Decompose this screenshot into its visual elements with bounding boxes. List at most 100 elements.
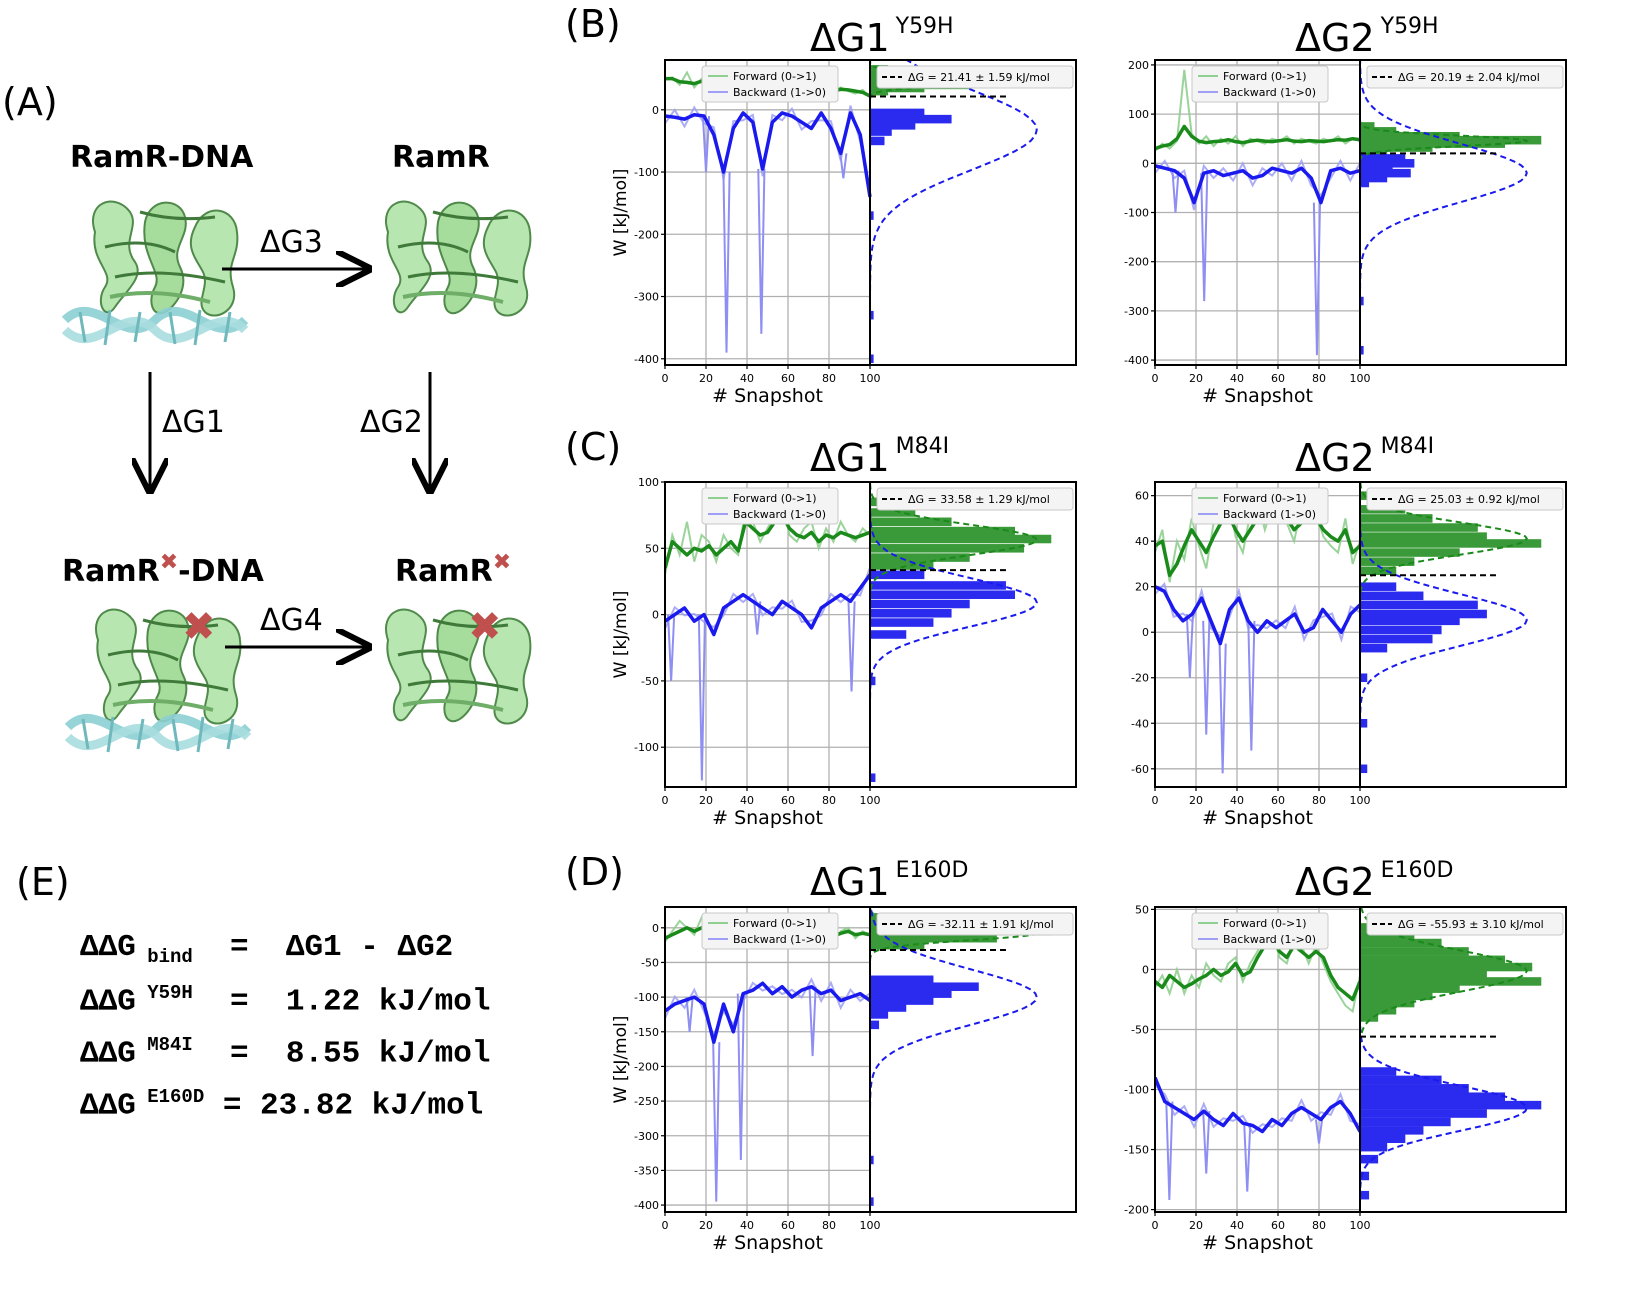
work-distribution-chart-c2: 0 20 40 60 80 100 60 40 20 0 -20 -40 -60 # Snapshot Fo…: [1131, 481, 1567, 829]
equation-script: E160D: [135, 1086, 205, 1108]
histogram-bar-forward: [870, 933, 997, 943]
chart-title: ΔG2 M84I: [1295, 434, 1434, 480]
backward-spike: [839, 153, 848, 179]
histogram-bar-backward: [870, 114, 952, 124]
histogram-bar-backward: [1360, 1134, 1406, 1144]
equation-lhs: ΔΔG: [80, 984, 136, 1020]
x-tick-label: 0: [662, 1219, 669, 1232]
legend-label-backward: Backward (1->0): [733, 933, 826, 946]
x-tick-label: 60: [781, 372, 795, 385]
edge-label-dg4: ΔG4: [260, 603, 323, 638]
trace-legend: Forward (0->1) Backward (1->0): [701, 912, 839, 950]
legend-box: [1191, 487, 1329, 525]
x-tick-label: 20: [699, 1219, 713, 1232]
chart-title-main: ΔG2: [1295, 860, 1375, 904]
equation-lhs: ΔΔG: [80, 1036, 136, 1072]
legend-box: [876, 912, 1074, 936]
node-ramr-mut-dna-prefix: RamR: [62, 554, 160, 589]
x-tick-label: 20: [1189, 1219, 1203, 1232]
histogram-bar-forward: [1360, 539, 1542, 548]
trace-legend: Forward (0->1) Backward (1->0): [1191, 487, 1329, 525]
histogram-bar-forward: [870, 508, 916, 517]
x-tick-label: 0: [662, 794, 669, 807]
x-tick-label: 0: [662, 372, 669, 385]
histogram-bar-backward: [870, 121, 916, 130]
x-tick-label: 100: [1350, 372, 1371, 385]
backward-spike: [667, 614, 676, 681]
trace-legend: Forward (0->1) Backward (1->0): [1191, 65, 1329, 103]
x-tick-label: 60: [1271, 372, 1285, 385]
histogram-bar-forward: [1360, 532, 1487, 541]
histogram-bar-backward: [870, 996, 934, 1005]
y-tick-label: -200: [634, 1060, 659, 1073]
y-axis-label: W [kJ/mol]: [611, 591, 631, 679]
y-tick-label: -100: [634, 741, 659, 754]
histogram-bar-backward: [870, 570, 925, 580]
legend-box: [1191, 912, 1329, 950]
node-ramr: RamR: [392, 140, 490, 175]
histogram-bar-backward: [870, 581, 1006, 590]
backward-spike: [808, 986, 817, 1057]
trace-axes-frame: [664, 59, 871, 366]
legend-label-backward: Backward (1->0): [1223, 508, 1316, 521]
equation-lhs: ΔΔG: [80, 1088, 136, 1124]
work-distribution-chart-d1: 0 20 40 60 80 100 0 -50 -100 -150 -200 -250 -300 -350…: [611, 906, 1077, 1254]
histogram-bar-backward: [870, 989, 952, 998]
histogram-bar-backward: [1360, 609, 1487, 619]
histogram-bar-forward: [1360, 143, 1433, 152]
histogram-bar-backward: [1360, 345, 1364, 355]
delta-g-legend: ΔG = 25.03 ± 0.92 kJ/mol: [1366, 487, 1564, 511]
y-tick-label: -50: [641, 675, 659, 688]
histogram-bar-backward: [870, 1003, 907, 1012]
node-ramr-mut-dna: RamR✖-DNA: [62, 550, 264, 589]
histogram-bar-backward: [1360, 1142, 1388, 1152]
forward-gaussian-fit: [1359, 907, 1528, 1053]
histogram-bar-backward: [1360, 163, 1393, 173]
chart-title: ΔG1 E160D: [810, 858, 968, 904]
backward-spike: [847, 601, 856, 692]
work-distribution-chart-c1: 0 20 40 60 80 100 100 50 0 -50 -100 # Snapshot W [kJ…: [611, 476, 1077, 829]
x-tick-label: 80: [1312, 794, 1326, 807]
histogram-bar-forward: [870, 561, 934, 570]
y-tick-label: 50: [1135, 903, 1149, 916]
chart-title-main: ΔG2: [1295, 436, 1375, 480]
legend-box: [876, 487, 1074, 511]
legend-label-forward: Forward (0->1): [1223, 492, 1307, 505]
x-tick-label: 60: [1271, 794, 1285, 807]
node-ramr-mut: RamR✖: [395, 550, 511, 589]
y-tick-label: -200: [1124, 256, 1149, 269]
x-tick-label: 100: [860, 1219, 881, 1232]
x-tick-label: 40: [1230, 1219, 1244, 1232]
y-tick-label: 60: [1135, 490, 1149, 503]
legend-label-backward: Backward (1->0): [1223, 933, 1316, 946]
histogram-bar-backward: [870, 590, 1016, 599]
legend-box: [1191, 65, 1329, 103]
backward-gaussian-fit: [1359, 517, 1528, 723]
histogram-bar-backward: [870, 609, 952, 618]
panel-a-diagram: ✖ ✖: [0, 199, 533, 780]
histogram-bar-backward: [1360, 296, 1364, 306]
node-ramr-mut-dna-suffix: -DNA: [178, 554, 264, 589]
legend-label-backward: Backward (1->0): [733, 86, 826, 99]
histogram-bar-backward: [870, 630, 907, 639]
backward-gaussian-fit: [1359, 1018, 1528, 1198]
edge-label-dg1: ΔG1: [162, 405, 225, 440]
histogram-bar-backward: [870, 773, 876, 782]
x-tick-label: 40: [740, 794, 754, 807]
backward-gaussian-fit: [869, 907, 1038, 1108]
histogram-bar-backward: [1360, 582, 1397, 591]
legend-box: [701, 912, 839, 950]
backward-spike: [736, 993, 745, 1161]
x-tick-label: 60: [781, 1219, 795, 1232]
histogram-bar-backward: [870, 211, 874, 220]
chart-title-mutation: M84I: [895, 434, 950, 459]
delta-g-legend: ΔG = 21.41 ± 1.59 kJ/mol: [876, 65, 1074, 89]
x-tick-label: 80: [1312, 372, 1326, 385]
trace-legend: Forward (0->1) Backward (1->0): [1191, 912, 1329, 950]
delta-g-legend: ΔG = 20.19 ± 2.04 kJ/mol: [1366, 65, 1564, 89]
histogram-bar-backward: [1360, 600, 1478, 610]
y-tick-label: -40: [1131, 717, 1149, 730]
histogram-bar-backward: [1360, 154, 1406, 163]
histogram-bar-backward: [870, 108, 925, 118]
backward-gaussian-fit: [869, 60, 1038, 291]
